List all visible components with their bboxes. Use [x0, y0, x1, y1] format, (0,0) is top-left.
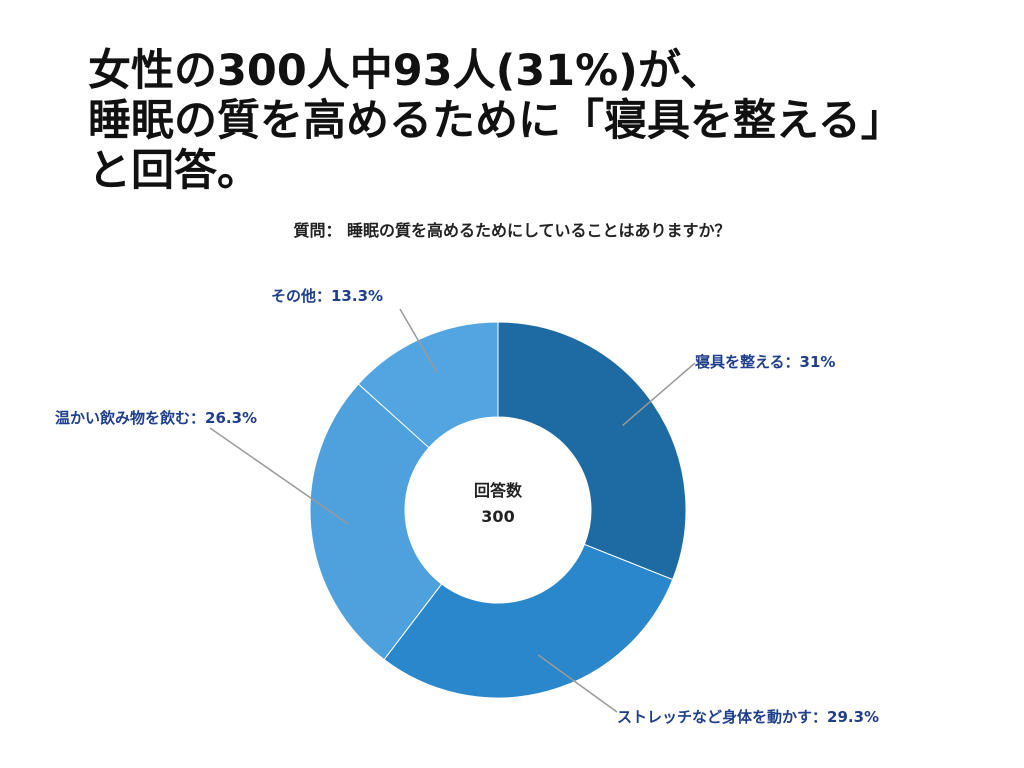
chart-title: 女性の300人中93人(31%)が、 睡眠の質を高めるために「寝具を整える」 と…: [88, 46, 1008, 196]
title-line-3: と回答。: [88, 146, 260, 196]
chart-subtitle: 質問： 睡眠の質を高めるためにしていることはありますか？: [293, 221, 731, 240]
slice-label-bedding: 寝具を整える：31%: [695, 353, 835, 371]
leader-lines: [209, 308, 696, 713]
slice-bedding-leader-line: [622, 362, 696, 427]
slice-other: [357, 321, 499, 449]
slice-stretching: [383, 543, 674, 699]
slice-bedding: [497, 321, 687, 581]
slice-label-stretching: ストレッチなど身体を動かす：29.3%: [617, 708, 879, 726]
slice-label-other: その他：13.3%: [271, 287, 383, 305]
slice-warm-drink: [309, 383, 443, 661]
center-label: 回答数: [474, 481, 523, 500]
slice-stretching-leader-line: [537, 654, 618, 713]
center-value: 300: [481, 507, 514, 526]
slice-label-warm-drink: 温かい飲み物を飲む：26.3%: [55, 409, 257, 427]
donut-slices: [309, 321, 687, 699]
slice-warm-drink-leader-line: [209, 427, 349, 525]
title-line-2: 睡眠の質を高めるために「寝具を整える」: [88, 96, 904, 146]
title-line-1: 女性の300人中93人(31%)が、: [88, 46, 723, 96]
slice-other-leader-line: [399, 308, 438, 373]
